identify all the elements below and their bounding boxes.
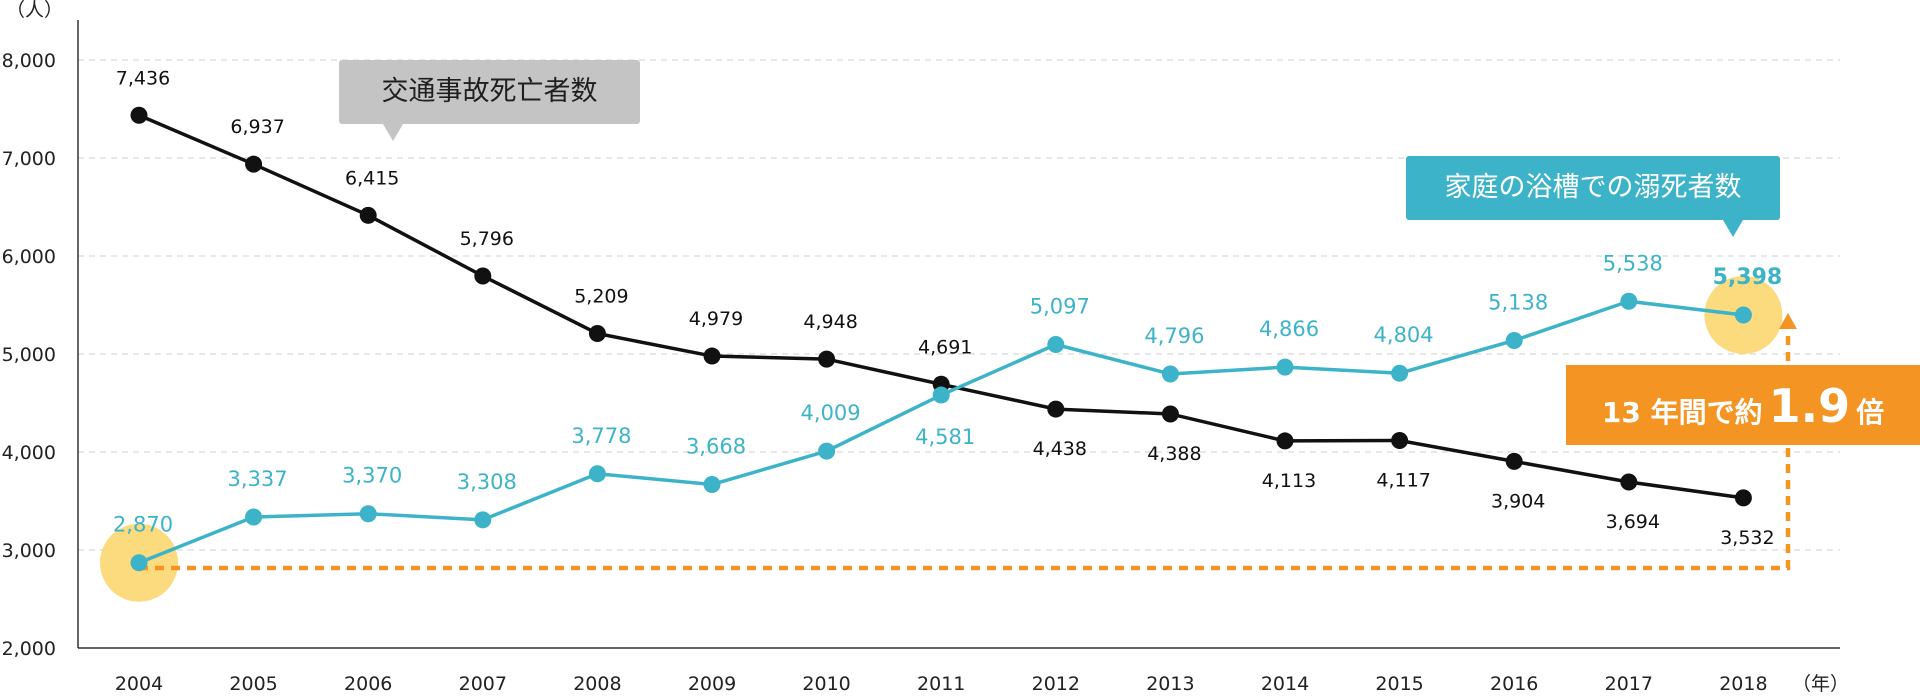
y-tick-label: 4,000 (2, 442, 56, 464)
y-tick-label: 5,000 (2, 344, 56, 366)
traffic-deaths-point (130, 106, 148, 124)
x-tick-label: 2005 (229, 673, 277, 695)
growth-arrow-head (1779, 312, 1797, 329)
bath-drownings-point (588, 465, 606, 483)
traffic-deaths-data-label: 4,388 (1147, 443, 1201, 465)
traffic-deaths-point (1161, 405, 1179, 423)
bath-drownings-data-label: 5,097 (1030, 294, 1090, 318)
bath-drownings-point (818, 442, 836, 460)
traffic-deaths-point (703, 347, 721, 365)
traffic-deaths-data-label: 3,904 (1491, 490, 1545, 512)
traffic-deaths-point (245, 155, 263, 173)
traffic-deaths-data-label: 6,937 (230, 116, 284, 138)
traffic-deaths-point (588, 325, 606, 343)
y-tick-label: 3,000 (2, 540, 56, 562)
x-tick-label: 2017 (1605, 673, 1653, 695)
bath-drownings-point (1620, 292, 1638, 310)
x-tick-label: 2013 (1146, 673, 1194, 695)
x-unit-label: （年） (1792, 673, 1849, 695)
bath-drownings-data-label: 5,138 (1488, 290, 1548, 314)
traffic-deaths-point (474, 267, 492, 285)
x-tick-label: 2004 (115, 673, 163, 695)
traffic-deaths-point (1391, 432, 1409, 450)
traffic-deaths-data-label: 3,532 (1720, 527, 1774, 549)
traffic-deaths-data-label: 6,415 (345, 167, 399, 189)
bath-drowning-callout-text: 家庭の浴槽での溺死者数 (1444, 172, 1742, 203)
traffic-deaths-data-label: 5,209 (574, 286, 628, 308)
x-tick-label: 2007 (459, 673, 507, 695)
traffic-deaths-data-label: 7,436 (116, 67, 170, 89)
bath-drownings-point (359, 505, 377, 523)
traffic-deaths-data-label: 5,796 (460, 228, 514, 250)
bath-drownings-point (703, 476, 721, 494)
x-tick-label: 2016 (1490, 673, 1538, 695)
traffic-deaths-point (359, 206, 377, 224)
bath-drownings-point (130, 554, 148, 572)
y-tick-label: 8,000 (2, 50, 56, 72)
bath-drownings-data-label: 3,337 (228, 467, 288, 491)
growth-badge: 13 年間で約 1.9 倍 (1566, 365, 1920, 445)
traffic-deaths-callout-text: 交通事故死亡者数 (381, 76, 598, 107)
growth-badge-suffix: 倍 (1856, 396, 1885, 429)
growth-badge-prefix: 13 年間で約 (1601, 396, 1763, 429)
x-tick-label: 2006 (344, 673, 392, 695)
bath-drownings-data-label: 3,308 (457, 470, 517, 494)
y-tick-label: 7,000 (2, 148, 56, 170)
bath-drownings-data-label: 4,804 (1374, 323, 1434, 347)
x-tick-label: 2018 (1719, 673, 1767, 695)
bath-drownings-point (932, 386, 950, 404)
x-tick-label: 2008 (573, 673, 621, 695)
traffic-deaths-data-label: 4,948 (803, 311, 857, 333)
traffic-deaths-point (1734, 489, 1752, 507)
x-tick-label: 2014 (1261, 673, 1309, 695)
callout-tail (383, 124, 403, 141)
traffic-deaths-data-label: 4,113 (1262, 470, 1316, 492)
y-tick-label: 6,000 (2, 246, 56, 268)
callout-tail (1723, 220, 1743, 237)
bath-drownings-point (474, 511, 492, 529)
traffic-deaths-point (1620, 473, 1638, 491)
bath-drownings-point (1276, 358, 1294, 376)
bath-drownings-point (1047, 335, 1065, 353)
bath-drownings-data-label: 4,009 (801, 401, 861, 425)
bath-drownings-data-label: 5,538 (1603, 251, 1663, 275)
bath-drownings-data-label: 2,870 (113, 513, 173, 537)
traffic-deaths-data-label: 3,694 (1606, 511, 1660, 533)
x-tick-label: 2015 (1375, 673, 1423, 695)
bath-drownings-data-label: 3,370 (342, 464, 402, 488)
traffic-deaths-point (1047, 400, 1065, 418)
bath-drownings-data-label: 4,866 (1259, 317, 1319, 341)
bath-drownings-point (1161, 365, 1179, 383)
bath-drownings-data-label: 3,668 (686, 435, 746, 459)
traffic-deaths-data-label: 4,691 (918, 336, 972, 358)
bath-drownings-point (245, 508, 263, 526)
x-tick-label: 2011 (917, 673, 965, 695)
growth-badge-value: 1.9 (1768, 379, 1851, 433)
bath-drownings-data-label: 5,398 (1713, 265, 1783, 290)
traffic-deaths-data-label: 4,979 (689, 308, 743, 330)
y-tick-label: 2,000 (2, 638, 56, 660)
x-tick-label: 2009 (688, 673, 736, 695)
traffic-deaths-callout: 交通事故死亡者数 (339, 60, 640, 141)
traffic-deaths-data-label: 4,438 (1033, 438, 1087, 460)
bath-drownings-data-label: 3,778 (571, 424, 631, 448)
bath-drownings-point (1734, 306, 1752, 324)
bath-drownings-data-label: 4,796 (1144, 324, 1204, 348)
bath-drownings-point (1505, 331, 1523, 349)
traffic-deaths-point (818, 350, 836, 368)
y-unit-label: （人） (6, 0, 63, 21)
traffic-deaths-point (1276, 432, 1294, 450)
bath-drownings-point (1391, 364, 1409, 382)
bath-drowning-callout: 家庭の浴槽での溺死者数 (1406, 156, 1780, 237)
x-tick-label: 2012 (1032, 673, 1080, 695)
bath-drownings-data-label: 4,581 (915, 425, 975, 449)
traffic-deaths-point (1505, 452, 1523, 470)
x-tick-label: 2010 (802, 673, 850, 695)
traffic-deaths-data-label: 4,117 (1376, 470, 1430, 492)
